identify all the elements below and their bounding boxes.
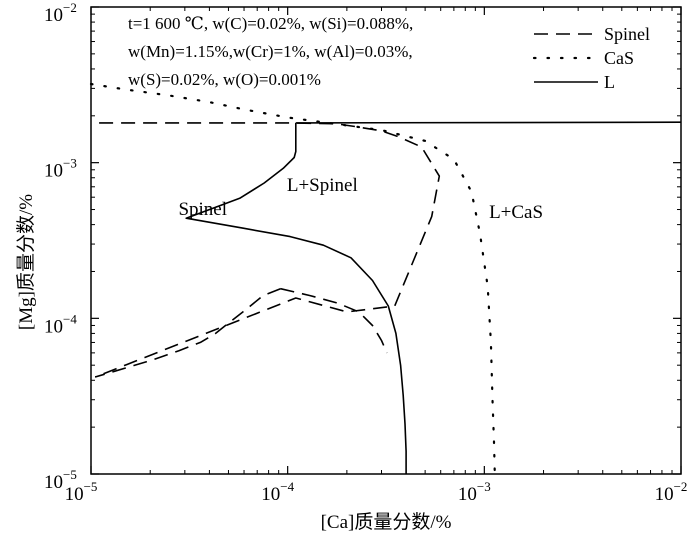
- series-line-l-4: [295, 121, 682, 124]
- region-labels: L+Spinel Spinel L+CaS: [178, 175, 543, 223]
- series-line-spinel-1: [94, 287, 281, 378]
- y-axis-title: [Mg]质量分数/%: [15, 194, 37, 330]
- condition-line: w(S)=0.02%, w(O)=0.001%: [128, 70, 321, 89]
- x-tick-label: 10−4: [261, 479, 294, 505]
- region-label: L+CaS: [489, 202, 543, 223]
- y-axis-ticks: 10−5 10−4 10−3 10−2: [44, 0, 681, 493]
- x-tick-label: 10−2: [655, 479, 688, 505]
- legend-label: CaS: [604, 48, 634, 68]
- conditions-text: t=1 600 ℃, w(C)=0.02%, w(Si)=0.088%, w(Mn…: [128, 14, 413, 89]
- plot-frame: [90, 6, 682, 475]
- x-axis-ticks: 10−5 10−4 10−3 10−2: [65, 7, 688, 505]
- y-tick-label: 10−3: [44, 156, 77, 182]
- y-tick-label: 10−2: [44, 0, 77, 26]
- y-tick-label: 10−4: [44, 311, 77, 337]
- x-tick-label: 10−3: [458, 479, 491, 505]
- x-axis-title: [Ca]质量分数/%: [321, 511, 452, 533]
- legend-label: L: [604, 72, 615, 92]
- series-line-spinel-0: [94, 122, 441, 378]
- x-tick-label: 10−5: [65, 479, 98, 505]
- series-line-l-5: [185, 122, 407, 474]
- condition-line: w(Mn)=1.15%,w(Cr)=1%, w(Al)=0.03%,: [128, 42, 413, 61]
- series-line-cas-3: [89, 82, 496, 476]
- plot-area: [89, 82, 682, 476]
- region-label: L+Spinel: [287, 175, 358, 196]
- legend: Spinel CaS L: [532, 24, 650, 92]
- legend-label: Spinel: [604, 24, 650, 44]
- y-tick-label: 10−5: [44, 467, 77, 493]
- region-label: Spinel: [178, 199, 227, 220]
- series-line-spinel-2: [280, 287, 388, 354]
- condition-line: t=1 600 ℃, w(C)=0.02%, w(Si)=0.088%,: [128, 14, 413, 33]
